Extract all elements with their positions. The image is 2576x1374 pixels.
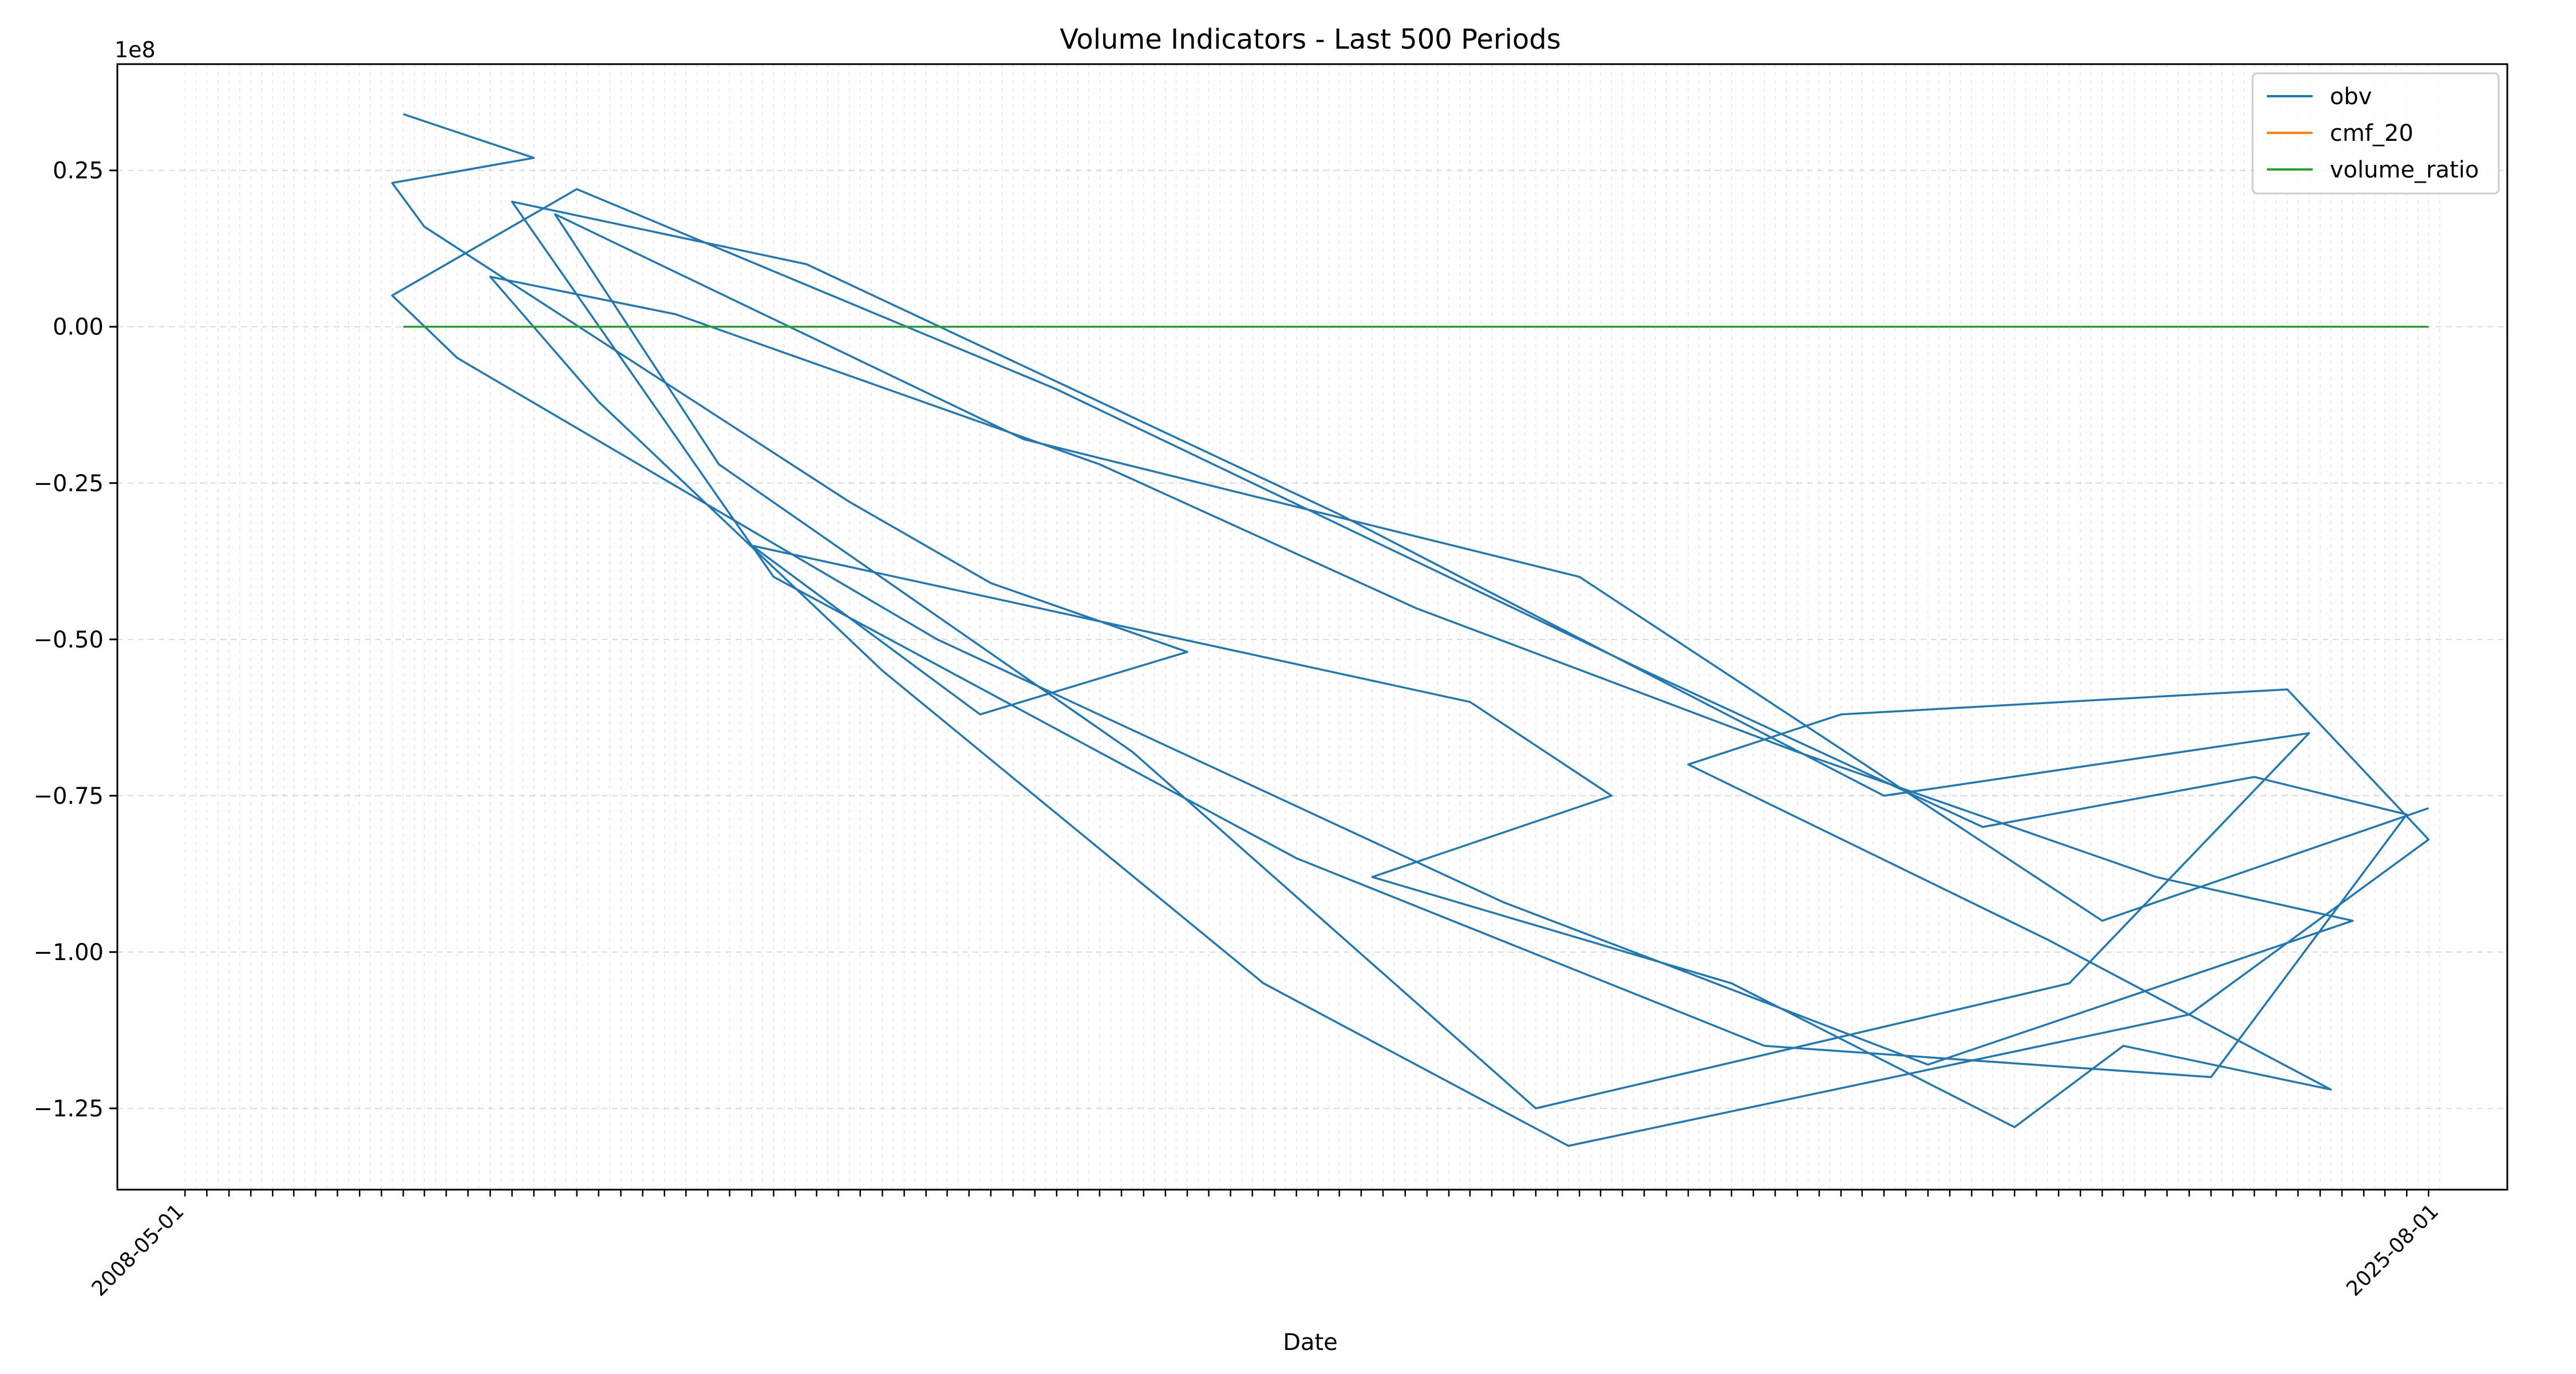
legend-entry-cmf-20: cmf_20 xyxy=(2267,120,2413,147)
series-line-obv xyxy=(391,113,2430,1147)
y-axis: 0.25 0.00 −0.25 −0.50 −0.75 −1.00 −1.25 xyxy=(33,158,117,1122)
legend-label-cmf-20: cmf_20 xyxy=(2330,120,2413,147)
plot-area-frame xyxy=(116,63,2508,1191)
x-axis-label: Date xyxy=(1283,1329,1338,1356)
legend-label-volume-ratio: volume_ratio xyxy=(2330,157,2479,183)
y-tick-label: 0.25 xyxy=(53,158,104,184)
legend-entry-volume-ratio: volume_ratio xyxy=(2267,157,2479,183)
legend-entry-obv: obv xyxy=(2267,84,2372,110)
legend-label-obv: obv xyxy=(2330,84,2372,110)
y-tick-label: −1.25 xyxy=(33,1096,104,1122)
y-axis-offset-label: 1e8 xyxy=(114,37,156,62)
y-tick-label: −0.75 xyxy=(33,783,104,810)
y-tick-label: −1.00 xyxy=(33,939,104,966)
series-layer xyxy=(391,113,2430,1147)
y-tick-label: −0.25 xyxy=(33,471,104,497)
chart-title: Volume Indicators - Last 500 Periods xyxy=(1060,23,1561,56)
y-tick-label: −0.50 xyxy=(33,627,104,653)
y-tick-label: 0.00 xyxy=(53,314,104,341)
legend-box xyxy=(2251,72,2500,195)
legend: obv cmf_20 volume_ratio xyxy=(2251,72,2500,195)
